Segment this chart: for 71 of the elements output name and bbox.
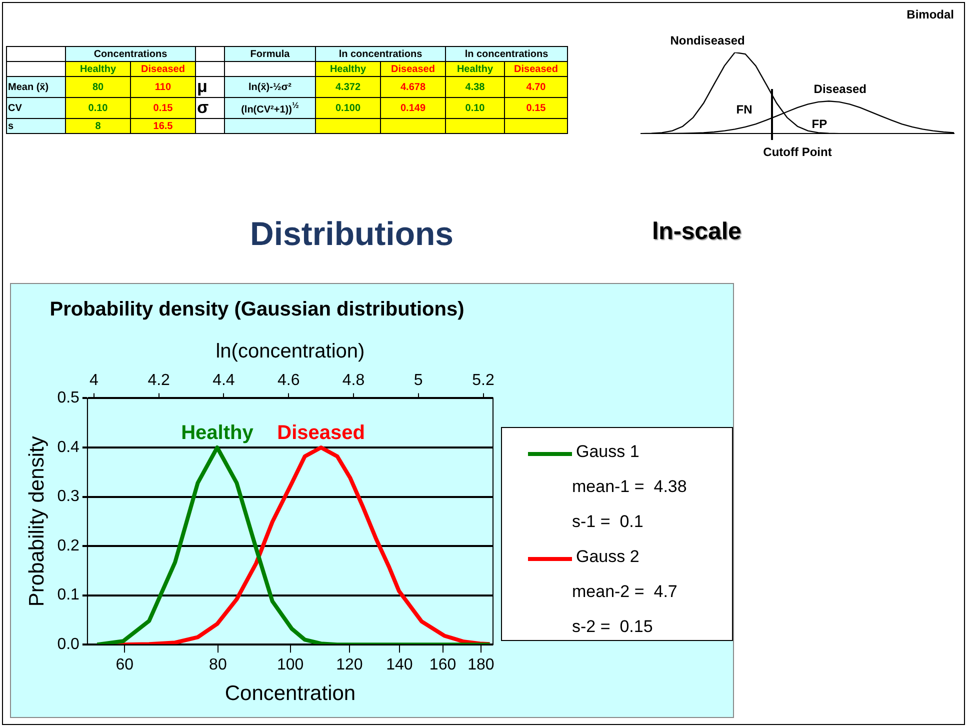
x-tick-label: 5.2 <box>472 372 494 390</box>
text: s-1 = 0.1 <box>572 512 644 532</box>
x2-tick-label: 100 <box>276 656 304 674</box>
text: Healthy <box>446 62 504 76</box>
text: mean-1 = 4.38 <box>572 477 687 497</box>
x2-tick-label: 60 <box>116 656 134 674</box>
text: 0.10 <box>66 98 130 118</box>
x-axis-title: ln(concentration) <box>216 340 365 363</box>
legend-label: Gauss 1 <box>576 442 640 462</box>
text: ln concentrations <box>446 46 568 62</box>
series-label: Diseased <box>814 82 867 96</box>
y-tick-label: 0.1 <box>57 586 80 604</box>
text: 80 <box>66 76 130 98</box>
text: Mean (x̄) <box>6 76 66 98</box>
annotation: FN <box>736 102 752 116</box>
legend-label: Gauss 2 <box>576 547 640 567</box>
annotation: Diseased <box>277 422 365 444</box>
text: Formula <box>224 46 316 62</box>
text: 0.10 <box>446 98 504 118</box>
annotation: Healthy <box>181 422 254 444</box>
x2-tick-label: 120 <box>336 656 363 674</box>
text: CV <box>6 98 66 118</box>
y-axis-title: Probability density <box>25 436 48 607</box>
text: Distributions <box>250 215 454 253</box>
x-tick-label: 4.6 <box>277 372 300 390</box>
text: s <box>6 118 66 134</box>
x-tick-label: 4.2 <box>148 372 170 390</box>
text: 0.15 <box>130 98 196 118</box>
x2-tick-label: 80 <box>209 656 227 674</box>
y-tick-label: 0.2 <box>57 537 80 554</box>
series-label: Nondiseased <box>670 33 745 48</box>
text: 0.100 <box>316 98 380 118</box>
x-tick-label: 5 <box>414 372 423 390</box>
text: s-2 = 0.15 <box>572 617 653 637</box>
text: Diseased <box>130 62 196 76</box>
text: Diseased <box>504 62 568 76</box>
text: 110 <box>130 76 196 98</box>
x-axis-title: Cutoff Point <box>763 145 832 160</box>
x2-axis-title: Concentration <box>224 682 356 706</box>
y-tick-label: 0.4 <box>57 438 80 456</box>
x-tick-label: 4 <box>89 372 98 390</box>
text: 4.678 <box>380 76 446 98</box>
text: σ <box>196 98 224 118</box>
y-tick-label: 0.5 <box>57 390 80 407</box>
chart-title: Probability density (Gaussian distributions) <box>50 298 464 321</box>
text: Healthy <box>316 62 380 76</box>
x2-tick-label: 180 <box>468 656 494 674</box>
x-tick-label: 4.4 <box>212 372 235 390</box>
text: 4.38 <box>446 76 504 98</box>
text: 0.149 <box>380 98 446 118</box>
text: ln-scale <box>652 218 742 246</box>
text: (ln(CV²+1))$^{½}$ <box>224 98 316 118</box>
x2-tick-label: 140 <box>386 656 413 674</box>
x2-tick-label: 160 <box>429 656 456 674</box>
text: 4.70 <box>504 76 568 98</box>
text: 8 <box>66 118 130 134</box>
text: ln concentrations <box>316 46 446 62</box>
text: Concentrations <box>66 46 196 62</box>
text: Diseased <box>380 62 446 76</box>
text: ln(x̄)-½σ² <box>224 76 316 98</box>
annotation: FP <box>812 116 828 131</box>
x-tick-label: 4.8 <box>342 372 365 390</box>
text: 16.5 <box>130 118 196 134</box>
text: 4.372 <box>316 76 380 98</box>
y-tick-label: 0.3 <box>57 488 80 506</box>
text: μ <box>196 76 224 98</box>
text: Healthy <box>66 62 130 76</box>
chart-title: Bimodal <box>906 8 954 22</box>
text: 0.15 <box>504 98 568 118</box>
y-tick-label: 0.0 <box>57 636 80 654</box>
text: mean-2 = 4.7 <box>572 582 678 602</box>
